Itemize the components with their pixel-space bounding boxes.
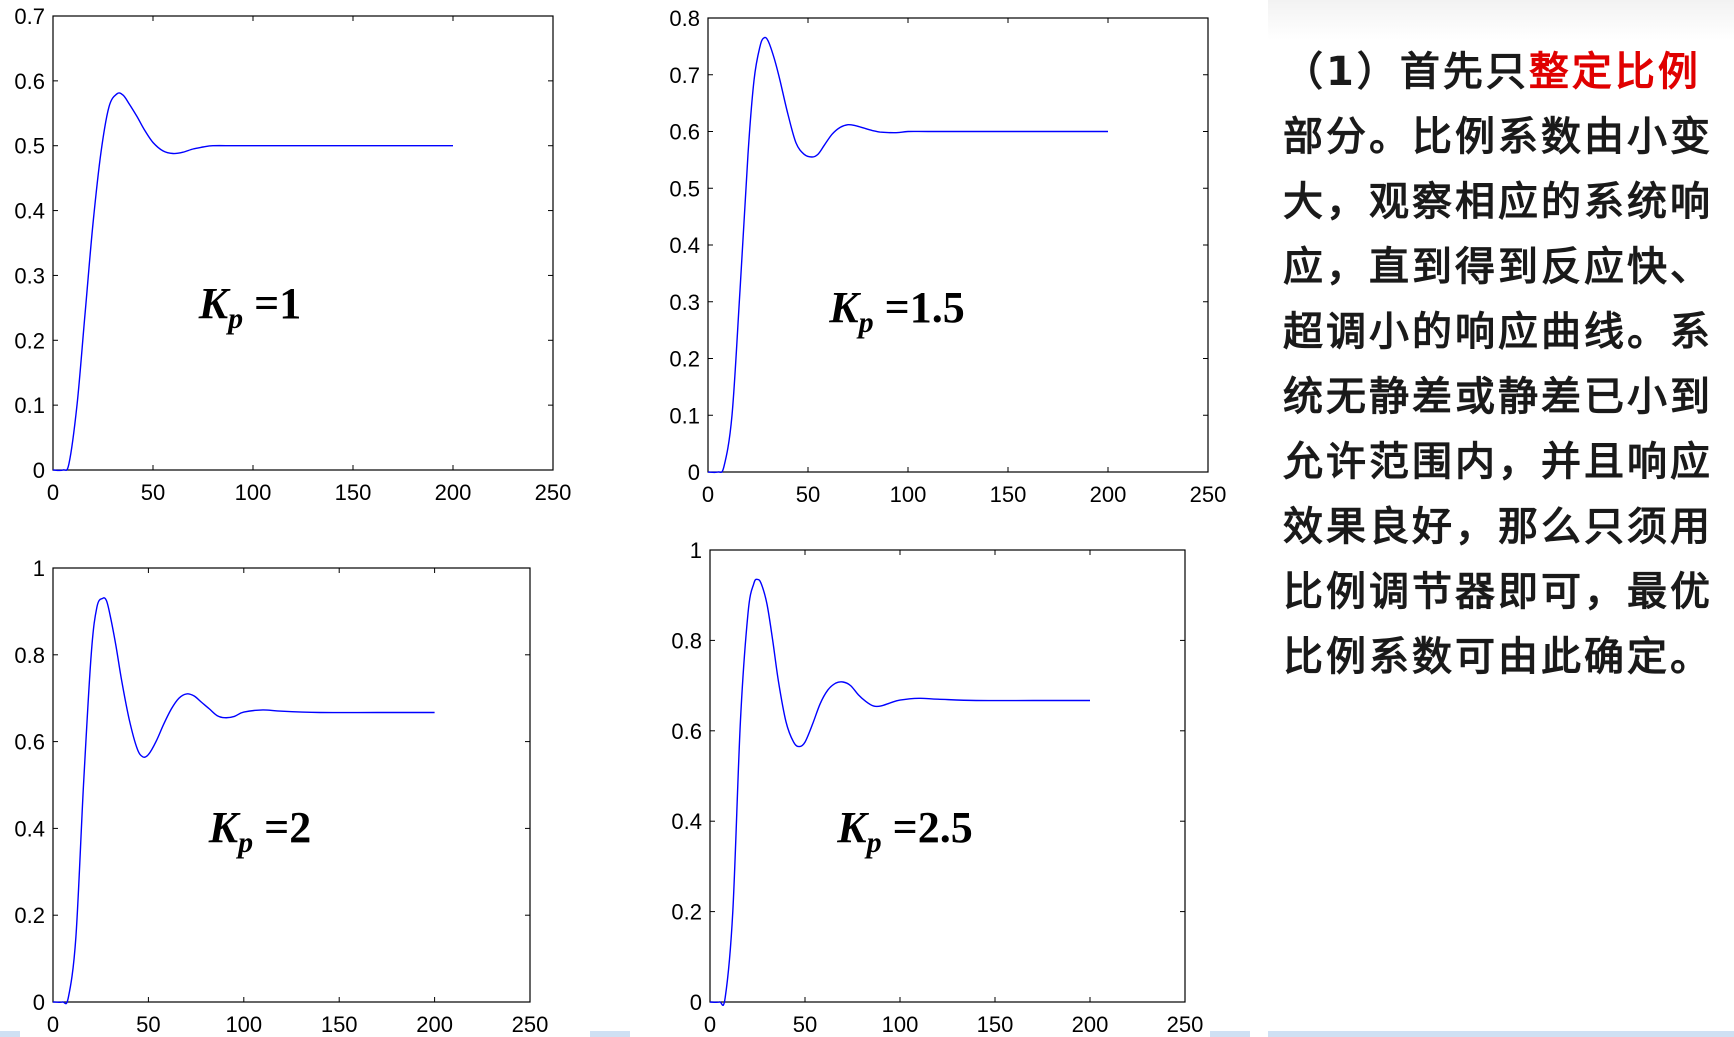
- x-tick-label: 100: [882, 1012, 919, 1037]
- bottom-strip-mid1: [590, 1031, 630, 1037]
- y-tick-label: 0.3: [14, 263, 45, 288]
- kp-annotation: Kp =2.5: [836, 803, 972, 859]
- x-tick-label: 100: [890, 482, 927, 507]
- y-tick-label: 0.4: [671, 809, 702, 834]
- x-tick-label: 250: [1190, 482, 1227, 507]
- plot-kp2-5: 0 0.2 0.4 0.6 0.8 1 0 50 100 150 200 250 Kp =2.5: [655, 520, 1255, 1037]
- plot-kp1-svg: 0 0.1 0.2 0.3 0.4 0.5 0.6 0.7 0 50 100 150 200 250 Kp …: [14, 4, 572, 505]
- plot-kp2: 0 0.2 0.4 0.6 0.8 1 0 50 100 150 200 250 Kp =2: [0, 520, 600, 1037]
- axes-box: [707, 17, 1209, 473]
- x-tick-label: 250: [535, 480, 572, 505]
- y-tick-label: 0: [33, 990, 45, 1015]
- x-tick-label: 0: [47, 1012, 59, 1037]
- x-tick-label: 150: [977, 1012, 1014, 1037]
- y-tick-label: 0.1: [669, 403, 700, 428]
- x-tick-label: 100: [225, 1012, 262, 1037]
- y-tick-label: 0.7: [669, 63, 700, 88]
- explanation-text: （1）首先只整定比例部分。比例系数由小变大，观察相应的系统响应，直到得到反应快、…: [1283, 40, 1723, 690]
- x-tick-label: 250: [1167, 1012, 1204, 1037]
- y-tick-label: 0.1: [14, 393, 45, 418]
- y-tick-label: 0.6: [671, 719, 702, 744]
- y-tick-label: 1: [33, 556, 45, 581]
- x-tick-label: 100: [235, 480, 272, 505]
- axes-box: [709, 549, 1186, 1003]
- y-tick-label: 0.5: [669, 176, 700, 201]
- plot-kp1-5-svg: 0 0.1 0.2 0.3 0.4 0.5 0.6 0.7 0.8 0 50 100 150 200 250…: [669, 6, 1227, 507]
- x-tick-label: 200: [1072, 1012, 1109, 1037]
- bottom-strip-right: [1268, 1031, 1734, 1037]
- x-tick-label: 150: [321, 1012, 358, 1037]
- bottom-strip-left: [0, 1031, 20, 1037]
- y-tick-label: 0.8: [671, 628, 702, 653]
- x-tick-label: 0: [704, 1012, 716, 1037]
- plot-kp1: 0 0.1 0.2 0.3 0.4 0.5 0.6 0.7 0 50 100 150 200 250 Kp …: [0, 0, 600, 520]
- y-tick-label: 0.5: [14, 134, 45, 159]
- plot-kp2-5-svg: 0 0.2 0.4 0.6 0.8 1 0 50 100 150 200 250 Kp =2.5: [671, 538, 1204, 1037]
- explanation-highlight: 整定比例: [1528, 49, 1701, 95]
- y-tick-label: 0.6: [669, 120, 700, 145]
- x-tick-label: 250: [512, 1012, 549, 1037]
- x-tick-label: 50: [141, 480, 165, 505]
- response-line: [709, 578, 1090, 1007]
- y-tick-label: 0.2: [14, 903, 45, 928]
- y-tick-label: 0.4: [669, 233, 700, 258]
- x-tick-label: 200: [435, 480, 472, 505]
- x-tick-label: 150: [335, 480, 372, 505]
- explanation-suffix: 部分。比例系数由小变大，观察相应的系统响应，直到得到反应快、超调小的响应曲线。系…: [1283, 114, 1713, 680]
- y-tick-label: 0.6: [14, 730, 45, 755]
- y-tick-label: 0.3: [669, 290, 700, 315]
- y-tick-label: 0.2: [14, 328, 45, 353]
- plot-kp1-5: 0 0.1 0.2 0.3 0.4 0.5 0.6 0.7 0.8 0 50 100 150 200 250…: [655, 0, 1255, 520]
- x-tick-label: 0: [702, 482, 714, 507]
- kp-annotation: Kp =1: [198, 279, 301, 335]
- bottom-strip-mid2: [1210, 1031, 1250, 1037]
- y-tick-label: 0: [688, 460, 700, 485]
- y-tick-label: 0.4: [14, 816, 45, 841]
- y-tick-label: 0.8: [14, 643, 45, 668]
- plot-kp2-svg: 0 0.2 0.4 0.6 0.8 1 0 50 100 150 200 250 Kp =2: [14, 556, 549, 1037]
- x-tick-label: 50: [136, 1012, 160, 1037]
- response-line: [52, 92, 453, 472]
- y-tick-label: 0: [690, 990, 702, 1015]
- response-line: [52, 597, 435, 1005]
- x-tick-label: 50: [793, 1012, 817, 1037]
- x-tick-label: 150: [990, 482, 1027, 507]
- axes-box: [52, 15, 554, 471]
- x-tick-label: 50: [796, 482, 820, 507]
- y-tick-label: 0.8: [669, 6, 700, 31]
- x-tick-label: 200: [416, 1012, 453, 1037]
- y-tick-label: 0.6: [14, 69, 45, 94]
- y-tick-label: 0.4: [14, 199, 45, 224]
- y-tick-label: 0: [33, 458, 45, 483]
- y-tick-label: 0.2: [671, 900, 702, 925]
- y-tick-label: 1: [690, 538, 702, 563]
- y-tick-label: 0.2: [669, 347, 700, 372]
- kp-annotation: Kp =1.5: [828, 283, 964, 339]
- kp-annotation: Kp =2: [208, 803, 311, 859]
- response-line: [707, 36, 1108, 474]
- explanation-prefix: （1）首先只: [1283, 49, 1529, 95]
- x-tick-label: 0: [47, 480, 59, 505]
- axes-box: [52, 567, 531, 1003]
- y-tick-label: 0.7: [14, 4, 45, 29]
- x-tick-label: 200: [1090, 482, 1127, 507]
- explanation-panel: [1268, 0, 1734, 1037]
